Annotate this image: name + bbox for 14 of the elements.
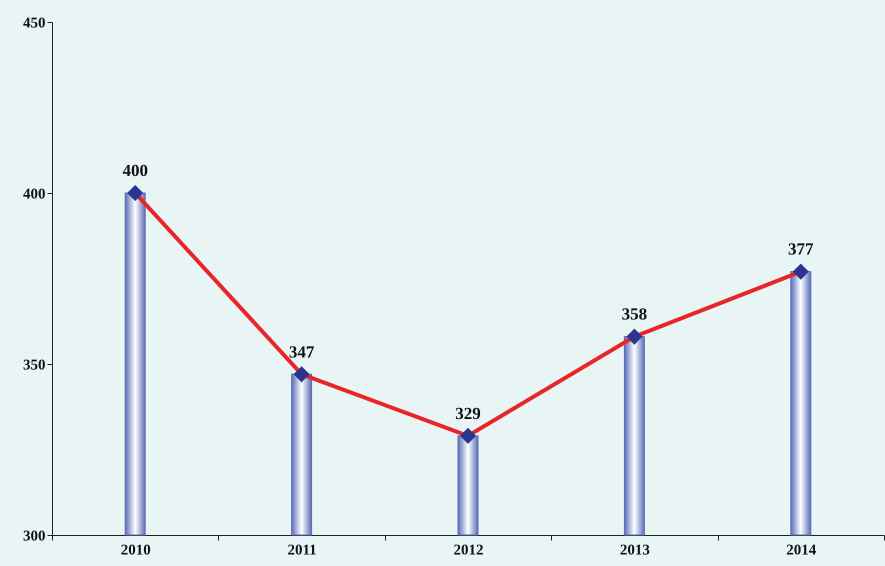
data-label: 329	[455, 404, 481, 423]
y-tick-label: 350	[23, 358, 46, 374]
x-tick-label: 2011	[288, 542, 317, 558]
y-tick-label: 450	[23, 16, 46, 32]
x-tick-label: 2012	[454, 542, 484, 558]
data-label: 358	[622, 304, 648, 324]
data-label: 347	[288, 342, 315, 362]
x-tick-label: 2014	[786, 542, 817, 558]
data-label: 377	[788, 240, 814, 259]
y-tick-label: 400	[23, 186, 46, 202]
data-label: 400	[122, 161, 148, 180]
x-tick-label: 2010	[120, 542, 151, 558]
y-tick-label: 300	[23, 528, 46, 544]
x-tick-label: 2013	[620, 542, 650, 558]
